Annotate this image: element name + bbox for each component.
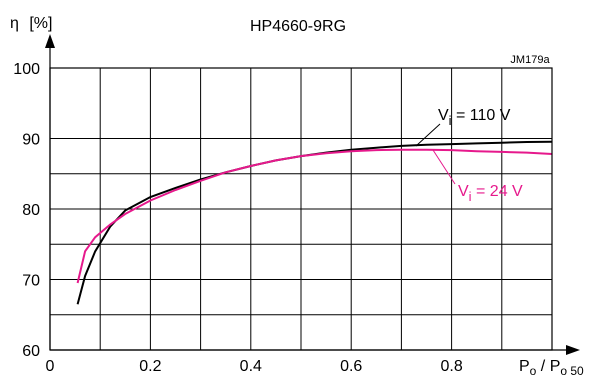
legend-110v-leader [415,123,441,147]
x-tick-label: 0.4 [240,358,262,375]
x-axis-label: Po / Po 50 [519,358,584,378]
y-axis-label: η [%] [10,15,52,32]
legend-110v-rest: = 110 V [452,107,511,124]
legend-label-24v: Vi = 24 V [458,183,523,204]
legend-24v-leader [432,149,456,185]
axes [45,34,580,355]
x-tick-label: 0.8 [440,358,462,375]
x-axis-arrow [566,345,580,355]
legend-24v-v: V [458,183,469,200]
y-axis-symbol: η [10,15,19,32]
x-axis-p-sub: o [530,364,537,378]
series-group [76,140,553,305]
legend-110v-v: V [438,107,449,124]
y-tick-label: 80 [22,202,40,219]
x-axis-p: P [519,358,530,375]
legend-24v-rest: = 24 V [472,183,523,200]
legend-24v-sub: i [469,189,472,204]
chart-title: HP4660-9RG [250,18,346,35]
y-axis-arrow [45,34,55,48]
y-axis-unit: [%] [29,15,52,32]
chart-code: JM179a [510,54,550,66]
series-line-24v [76,148,553,284]
tick-labels: 0 0.2 0.4 0.6 0.8 60 70 80 90 100 [13,61,463,375]
x-tick-label: 0.6 [340,358,362,375]
legend-110v-sub: i [449,113,452,128]
y-tick-label: 90 [22,132,40,149]
x-axis-p2: P [550,358,561,375]
x-axis-p2-sub: o 50 [560,364,584,378]
y-tick-label: 100 [13,61,40,78]
x-axis-slash: / [536,358,549,375]
y-tick-label: 70 [22,273,40,290]
x-tick-label: 0.2 [139,358,161,375]
x-tick-label: 0 [46,358,55,375]
legend-label-110v: Vi = 110 V [438,107,511,128]
y-tick-label: 60 [22,343,40,360]
